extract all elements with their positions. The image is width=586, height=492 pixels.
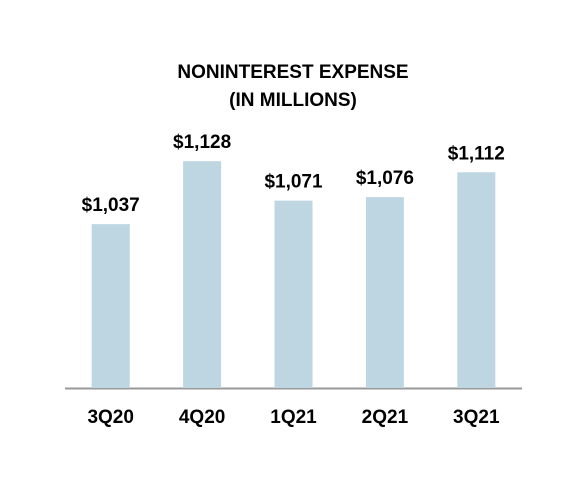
- x-tick-label: 3Q20: [87, 407, 133, 428]
- value-label: $1,071: [264, 172, 323, 193]
- bar: [274, 200, 313, 388]
- value-label: $1,037: [82, 195, 140, 216]
- x-tick-label: 2Q21: [362, 407, 409, 428]
- chart-title: NONINTEREST EXPENSE: [177, 62, 408, 83]
- value-label: $1,128: [173, 132, 231, 153]
- value-label: $1,076: [356, 168, 414, 189]
- x-tick-label: 1Q21: [270, 407, 317, 428]
- bar: [457, 172, 496, 388]
- chart-subtitle: (IN MILLIONS): [229, 90, 357, 111]
- bar: [365, 197, 404, 388]
- x-tick-label: 4Q20: [179, 407, 225, 428]
- x-tick-label: 3Q21: [453, 407, 500, 428]
- value-label: $1,112: [448, 143, 505, 164]
- bar: [183, 161, 222, 388]
- bar: [91, 224, 130, 388]
